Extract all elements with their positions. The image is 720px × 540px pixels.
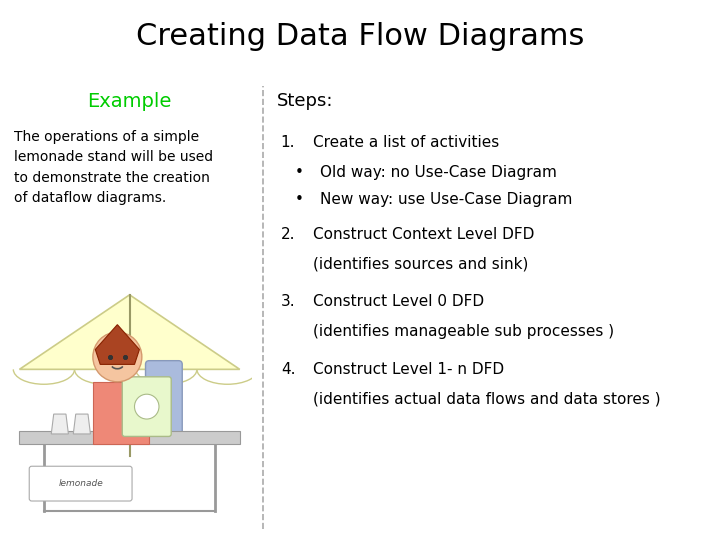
Text: 1.: 1. [281,135,295,150]
Text: New way: use Use-Case Diagram: New way: use Use-Case Diagram [320,192,573,207]
FancyBboxPatch shape [30,466,132,501]
Circle shape [93,332,142,382]
Text: Construct Level 0 DFD: Construct Level 0 DFD [313,294,485,309]
Text: (identifies actual data flows and data stores ): (identifies actual data flows and data s… [313,392,661,407]
Text: Construct Level 1- n DFD: Construct Level 1- n DFD [313,362,504,377]
FancyBboxPatch shape [145,361,182,443]
Polygon shape [19,431,240,444]
Text: (identifies sources and sink): (identifies sources and sink) [313,256,528,272]
Polygon shape [19,295,240,369]
FancyBboxPatch shape [122,377,171,436]
Text: The operations of a simple
lemonade stand will be used
to demonstrate the creati: The operations of a simple lemonade stan… [14,130,214,205]
Text: Create a list of activities: Create a list of activities [313,135,500,150]
Text: 3.: 3. [281,294,295,309]
Polygon shape [51,414,68,434]
Circle shape [135,394,159,419]
Polygon shape [95,325,140,364]
Text: •: • [295,165,304,180]
Text: Example: Example [87,92,172,111]
Text: lemonade: lemonade [58,479,103,488]
Text: •: • [295,192,304,207]
Text: Construct Context Level DFD: Construct Context Level DFD [313,227,534,242]
Text: 2.: 2. [281,227,295,242]
Text: Creating Data Flow Diagrams: Creating Data Flow Diagrams [136,22,584,51]
Text: 4.: 4. [281,362,295,377]
Polygon shape [73,414,91,434]
Polygon shape [93,382,149,444]
Text: (identifies manageable sub processes ): (identifies manageable sub processes ) [313,324,614,339]
Text: Old way: no Use-Case Diagram: Old way: no Use-Case Diagram [320,165,557,180]
Text: Steps:: Steps: [277,92,333,110]
